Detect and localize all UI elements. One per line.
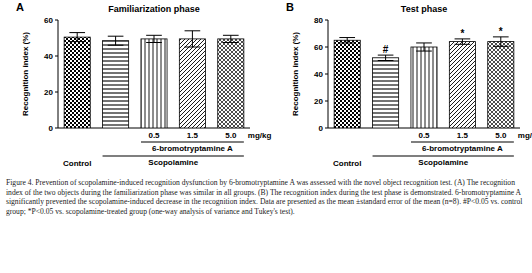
- y-tick-label: 40: [44, 52, 53, 61]
- bar: [179, 39, 205, 128]
- group-line: [373, 155, 514, 156]
- y-tick-label: 0: [49, 124, 54, 133]
- y-tick-label: 0: [319, 124, 324, 133]
- marks: [334, 37, 514, 128]
- error-bar: [108, 36, 124, 45]
- bar: [488, 42, 514, 128]
- panel-label: B: [286, 1, 294, 13]
- x-tick-label: Control: [63, 159, 91, 168]
- group-label: Scopolamine: [418, 158, 468, 167]
- chart-title: Familiarization phase: [108, 4, 200, 14]
- error-bar: [455, 39, 471, 44]
- panel: A Familiarization phase Recognition index …: [16, 1, 272, 168]
- bar: [103, 41, 129, 128]
- y-tick: [55, 56, 58, 57]
- group-line: [103, 155, 244, 156]
- y-tick-label: 20: [44, 88, 53, 97]
- unit-label: mg/kg: [248, 131, 272, 140]
- y-tick-label: 60: [314, 43, 323, 52]
- y-tick: [55, 20, 58, 21]
- y-tick: [55, 92, 58, 93]
- group-line: [141, 141, 244, 142]
- group-label: Scopolamine: [148, 158, 198, 167]
- x-tick-label: 1.5: [187, 131, 199, 140]
- error-bar: [69, 33, 85, 42]
- error-bar: [185, 31, 201, 47]
- significance-mark: *: [460, 28, 464, 39]
- significance-mark: #: [383, 44, 389, 55]
- group-line: [411, 141, 514, 142]
- panel: B Test phase Recognition index (%) 0 20 40 60 8…: [286, 1, 532, 168]
- bar: [449, 42, 475, 128]
- x-tick-label: 5.0: [225, 131, 237, 140]
- error-bar: [223, 35, 239, 42]
- group-label: 6-bromotryptamine A: [152, 144, 233, 153]
- y-tick-label: 60: [44, 16, 53, 25]
- caption: Figure 4. Prevention of scopolamine-indu…: [6, 178, 526, 216]
- chart-title: Test phase: [401, 4, 447, 14]
- error-bar: [146, 35, 162, 42]
- charts: A Familiarization phase Recognition index …: [0, 0, 532, 178]
- y-tick-label: 40: [314, 70, 323, 79]
- bar: [141, 39, 167, 128]
- figure: A Familiarization phase Recognition index …: [0, 0, 532, 273]
- y-tick-label: 80: [314, 16, 323, 25]
- error-bar: [339, 38, 355, 43]
- y-tick-label: 20: [314, 97, 323, 106]
- bar: [373, 58, 399, 128]
- unit-label: mg/kg: [518, 131, 532, 140]
- bar: [334, 40, 360, 128]
- x-tick-label: 1.5: [457, 131, 469, 140]
- y-tick: [325, 101, 328, 102]
- bar: [64, 37, 90, 128]
- x-tick-label: 0.5: [148, 131, 160, 140]
- y-tick: [55, 128, 58, 129]
- x-tick-label: 5.0: [495, 131, 507, 140]
- error-bar: [493, 37, 509, 46]
- y-axis-label: Recognition index (%): [291, 32, 300, 116]
- significance-mark: *: [499, 26, 503, 37]
- error-bar: [416, 43, 432, 51]
- bar: [218, 39, 244, 128]
- bar: [411, 47, 437, 128]
- group-label: 6-bromotryptamine A: [422, 144, 503, 153]
- y-tick: [325, 128, 328, 129]
- y-tick: [325, 20, 328, 21]
- y-axis: [58, 20, 59, 128]
- y-tick: [325, 47, 328, 48]
- x-tick-label: 0.5: [418, 131, 430, 140]
- error-bar: [378, 55, 394, 60]
- panel-label: A: [16, 1, 24, 13]
- x-tick-label: Control: [333, 159, 361, 168]
- y-axis-label: Recognition index (%): [21, 32, 30, 116]
- marks: [64, 31, 244, 128]
- y-tick: [325, 74, 328, 75]
